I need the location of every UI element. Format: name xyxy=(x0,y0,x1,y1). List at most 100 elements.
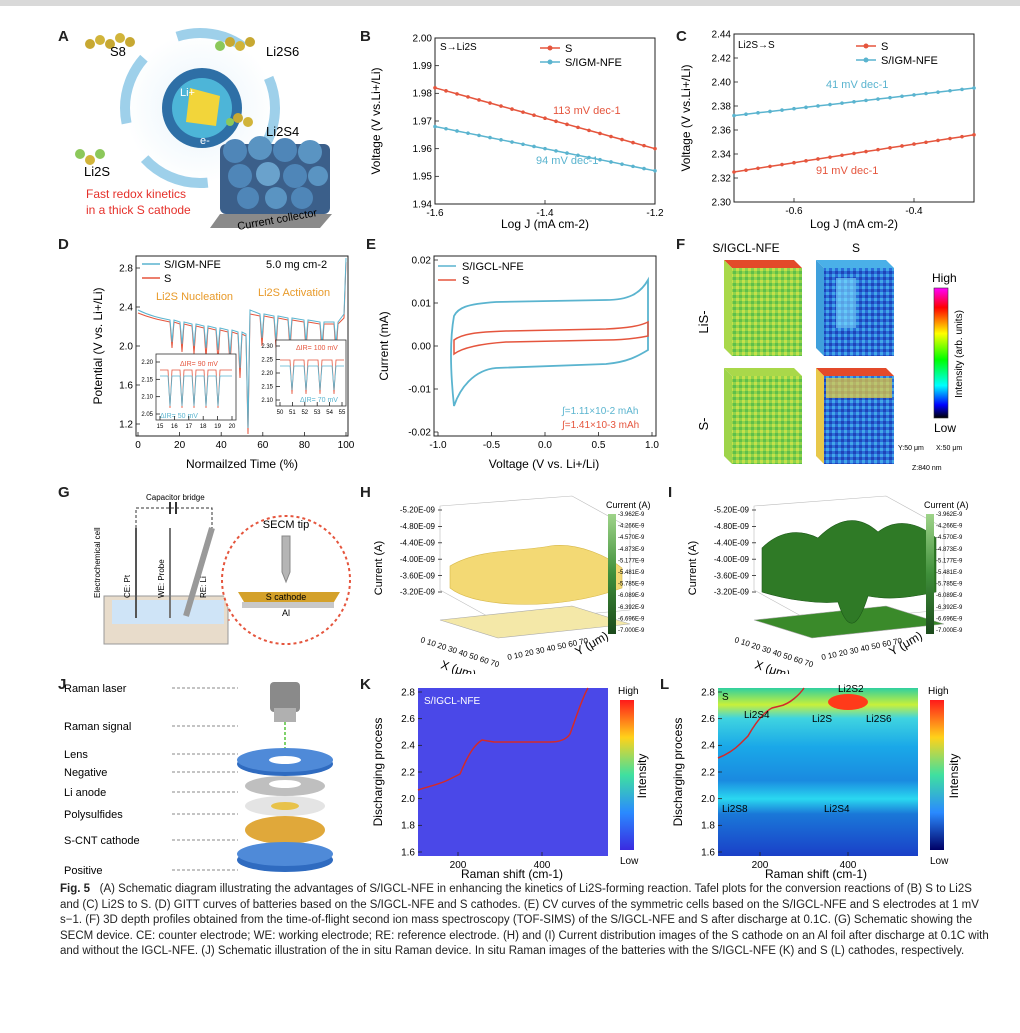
j-label-1: Raman signal xyxy=(64,721,131,733)
j-label-group: Raman laser Raman signal Lens Negative Li an… xyxy=(64,683,238,877)
c-point-igm xyxy=(744,112,748,117)
panel-label-d: D xyxy=(58,236,69,253)
c-point-igm xyxy=(804,105,808,110)
i-cbticks-label: -4.873E-9 xyxy=(936,547,963,553)
electrolyte xyxy=(112,600,224,624)
d-x-tick-label: 0 xyxy=(135,440,141,451)
anno-s-b: 113 mV dec-1 xyxy=(553,105,621,117)
objective-lens xyxy=(270,682,300,712)
d-in1-x-tick-label: 15 xyxy=(157,424,164,430)
l-species-li2s4-b: Li2S4 xyxy=(824,804,850,815)
e-y-tick-label: 0.00 xyxy=(412,341,432,352)
b-point-s xyxy=(620,137,624,142)
l-species-li2s2: Li2S2 xyxy=(838,684,864,695)
l-xlabel: Raman shift (cm-1) xyxy=(765,867,867,881)
d-in1-x-tick-label: 19 xyxy=(214,424,221,430)
i-z-ticks: -3.20E-09 -3.60E-09 -4.00E-09 -4.40E-09 -4.8… xyxy=(714,506,756,597)
c-point-igm xyxy=(732,113,736,118)
species-li2s4: Li2S4 xyxy=(266,124,299,139)
i-cbticks-label: -6.392E-9 xyxy=(936,605,963,611)
ce-label: CE: Pt xyxy=(123,574,132,598)
c-point-igm xyxy=(780,108,784,112)
plot-frame-b xyxy=(434,37,656,205)
panel-label-g: G xyxy=(58,484,70,501)
panel-e-cv: -0.02 -0.01 0.00 0.01 0.02 -1.0 -0.5 0.0 0.5 1.0… xyxy=(377,255,659,471)
h-floor xyxy=(439,605,631,639)
y-label-d: Potential (V vs. Li+/Li) xyxy=(91,287,105,404)
legend-s-d: S xyxy=(164,273,171,285)
e-y-tick-label: 0.02 xyxy=(412,255,432,266)
j-label-5: Polysulfides xyxy=(64,809,123,821)
s-cathode-label: S cathode xyxy=(266,592,307,602)
l-y-ticks: 1.6 1.8 2.0 2.2 2.4 2.6 2.8 xyxy=(701,687,722,858)
capacitor-bridge-label: Capacitor bridge xyxy=(146,493,205,502)
d-in2-x-tick-label: 55 xyxy=(339,410,346,416)
d-in1-y-tick-label: 2.15 xyxy=(141,377,153,383)
page-top-bar xyxy=(0,0,1020,6)
h-cbticks-label: -4.570E-9 xyxy=(618,535,645,541)
y-ticks-e: -0.02 -0.01 0.00 0.01 0.02 xyxy=(408,255,438,438)
d-in1-y-tick-label: 2.10 xyxy=(141,395,153,401)
f-axis-x: X:50 μm xyxy=(936,445,962,452)
b-point-s xyxy=(510,107,514,111)
c-point-igm xyxy=(912,93,916,97)
h-cbticks-label: -3.962E-9 xyxy=(618,512,645,518)
loading-label-d: 5.0 mg cm-2 xyxy=(266,259,327,271)
b-point-igm xyxy=(576,153,580,158)
c-y-tick-label: 2.42 xyxy=(712,53,732,64)
f-cb-low: Low xyxy=(934,421,956,435)
plot-title-b: S→Li2S xyxy=(440,42,477,53)
j-label-3: Negative xyxy=(64,767,107,779)
inset2-ir-igm: ΔIR= 70 mV xyxy=(300,397,338,404)
l-x-ticks: 200 400 xyxy=(752,852,857,871)
j-label-6: S-CNT cathode xyxy=(64,835,140,847)
b-point-s xyxy=(499,104,503,108)
b-point-s xyxy=(543,116,547,121)
integral-igcl: ∫=1.11×10-2 mAh xyxy=(561,406,639,417)
re-electrode xyxy=(183,527,215,617)
b-y-tick-label: 1.99 xyxy=(413,61,433,72)
c-point-s xyxy=(960,134,964,139)
panel-j-raman-device: Raman laser Raman signal Lens Negative Li an… xyxy=(64,682,333,877)
b-point-igm xyxy=(521,142,525,147)
panel-k-raman-map: S/IGCL-NFE 1.61.82.02.22.42.62.8 200 400 … xyxy=(371,686,649,881)
l-li2s2-hotspot xyxy=(828,694,868,710)
l-colorbar xyxy=(930,700,944,850)
b-y-tick-label: 1.96 xyxy=(413,144,433,155)
d-y-tick-label: 1.2 xyxy=(119,419,133,430)
c-point-s xyxy=(900,144,904,148)
y-label-b: Voltage (V vs.Li+/Li) xyxy=(369,67,383,174)
h-cbticks-label: -5.785E-9 xyxy=(618,582,645,588)
e-y-tick-label: -0.02 xyxy=(408,427,431,438)
c-point-igm xyxy=(768,109,772,114)
h-cb-title: Current (A) xyxy=(606,500,651,510)
b-y-tick-label: 1.95 xyxy=(413,172,433,183)
c-point-s xyxy=(756,166,760,171)
b-point-s xyxy=(444,89,448,93)
x-label-b: Log J (mA cm-2) xyxy=(501,217,589,231)
inset1-ir-s: ΔIR= 90 mV xyxy=(180,361,218,368)
h-cbticks-label: -6.392E-9 xyxy=(618,605,645,611)
l-species-s: S xyxy=(722,692,729,703)
c-point-igm xyxy=(828,102,832,107)
s-cathode-layer xyxy=(238,592,340,602)
panel-l-raman-map: S Li2S2 Li2S4 Li2S Li2S6 Li2S8 Li2S4 1.6… xyxy=(671,684,961,881)
panel-h-secm-map: -3.20E-09 -3.60E-09 -4.00E-09 -4.40E-09 -4.8… xyxy=(373,495,651,674)
i-z-tick-label: -3.20E-09 xyxy=(714,588,750,597)
k-y-tick-label: 2.8 xyxy=(401,687,415,698)
thick-cathode-block xyxy=(210,136,332,228)
d-y-tick-label: 2.4 xyxy=(119,302,133,313)
b-point-igm xyxy=(620,162,624,166)
f-axis-z: Z:840 nm xyxy=(912,465,942,472)
anno-igm-b: 94 mV dec-1 xyxy=(536,155,598,167)
b-point-igm xyxy=(587,155,591,160)
b-point-s xyxy=(609,134,613,139)
l-x-tick-label: 200 xyxy=(752,860,769,871)
legend-igm-d: S/IGM-NFE xyxy=(164,259,221,271)
l-species-li2s6: Li2S6 xyxy=(866,714,892,725)
panel-d-gitt: 1.2 1.6 2.0 2.4 2.8 0 20 40 60 80 100 S/IGM-NFE S… xyxy=(91,255,355,471)
h-cbticks-label: -5.481E-9 xyxy=(618,570,645,576)
l-heatmap xyxy=(718,688,918,856)
x-label-d: Normailzed Time (%) xyxy=(186,457,298,471)
d-in2-x-tick-label: 53 xyxy=(314,410,321,416)
